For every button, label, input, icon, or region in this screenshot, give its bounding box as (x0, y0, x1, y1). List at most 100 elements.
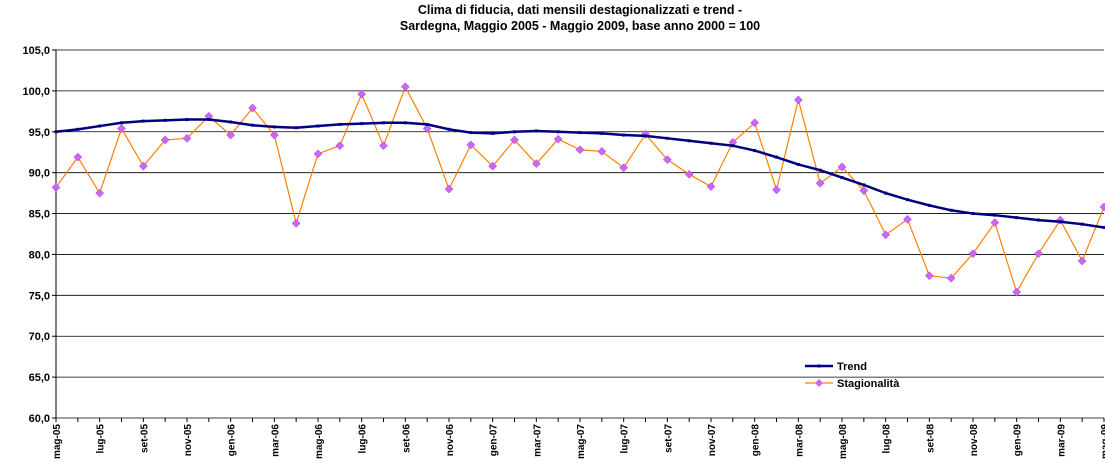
y-tick-label: 85,0 (29, 209, 50, 221)
x-tick-label: lug-05 (96, 424, 107, 454)
x-tick-label: gen-06 (227, 424, 238, 457)
marker (972, 212, 975, 215)
x-tick-label: mag-05 (52, 424, 63, 459)
x-tick-label: mar-08 (794, 424, 805, 457)
x-tick-label: set-08 (925, 424, 936, 453)
marker (98, 125, 101, 128)
marker (404, 121, 407, 124)
marker (993, 214, 996, 217)
x-tick-label: set-05 (139, 424, 150, 453)
marker (336, 142, 344, 150)
y-tick-label: 60,0 (29, 413, 50, 425)
marker (991, 219, 999, 227)
marker (292, 219, 300, 227)
marker (55, 130, 58, 133)
marker (74, 153, 82, 161)
marker (950, 209, 953, 212)
y-tick-label: 75,0 (29, 290, 50, 302)
marker (338, 123, 341, 126)
marker (1013, 288, 1021, 296)
marker (76, 128, 79, 131)
y-tick-label: 80,0 (29, 249, 50, 261)
marker (513, 130, 516, 133)
marker (360, 122, 363, 125)
x-tick-label: lug-08 (882, 424, 893, 454)
marker (928, 204, 931, 207)
marker (448, 128, 451, 131)
x-tick-label: mar-07 (532, 424, 543, 457)
marker (600, 132, 603, 135)
marker (491, 132, 494, 135)
marker (251, 124, 254, 127)
x-tick-label: mar-06 (270, 424, 281, 457)
x-tick-label: nov-07 (707, 424, 718, 457)
marker (707, 183, 715, 191)
y-tick-label: 95,0 (29, 127, 50, 139)
marker (1059, 220, 1062, 223)
marker (557, 130, 560, 133)
legend-label: Stagionalità (837, 378, 900, 390)
marker (622, 134, 625, 137)
chart-title: Sardegna, Maggio 2005 - Maggio 2009, bas… (400, 19, 760, 33)
marker (906, 198, 909, 201)
marker (882, 231, 890, 239)
marker (314, 150, 322, 158)
marker (164, 119, 167, 122)
marker (1078, 257, 1086, 265)
x-tick-label: nov-08 (969, 424, 980, 457)
marker (1035, 250, 1043, 258)
marker (775, 156, 778, 159)
marker (52, 183, 60, 191)
marker (186, 118, 189, 121)
legend-label: Trend (837, 361, 867, 373)
marker (142, 120, 145, 123)
marker (753, 149, 756, 152)
y-tick-label: 90,0 (29, 168, 50, 180)
x-tick-label: mag-07 (576, 424, 587, 459)
y-tick-label: 100,0 (22, 86, 50, 98)
marker (382, 121, 385, 124)
marker (841, 176, 844, 179)
marker (1015, 216, 1018, 219)
series-line (56, 120, 1104, 228)
marker (904, 215, 912, 223)
legend-marker (815, 379, 823, 387)
marker (731, 144, 734, 147)
marker (925, 272, 933, 280)
marker (1100, 203, 1105, 211)
marker (96, 189, 104, 197)
marker (426, 123, 429, 126)
marker (688, 139, 691, 142)
marker (862, 183, 865, 186)
marker (576, 146, 584, 154)
x-tick-label: gen-07 (489, 424, 500, 457)
marker (469, 131, 472, 134)
marker (120, 121, 123, 124)
marker (401, 83, 409, 91)
marker (579, 131, 582, 134)
marker (118, 125, 126, 133)
x-tick-label: lug-06 (358, 424, 369, 454)
marker (797, 163, 800, 166)
x-tick-label: gen-08 (751, 424, 762, 457)
x-tick-label: mag-06 (314, 424, 325, 459)
marker (380, 142, 388, 150)
x-tick-label: mag-08 (838, 424, 849, 459)
marker (1081, 223, 1084, 226)
marker (794, 96, 802, 104)
x-tick-label: mar-09 (1056, 424, 1067, 457)
marker (666, 137, 669, 140)
x-tick-label: mag-09 (1100, 424, 1105, 459)
x-tick-label: set-07 (663, 424, 674, 453)
x-tick-label: lug-07 (620, 424, 631, 454)
marker (535, 129, 538, 132)
marker (273, 125, 276, 128)
y-tick-label: 70,0 (29, 331, 50, 343)
marker (884, 192, 887, 195)
x-tick-label: nov-06 (445, 424, 456, 457)
marker (317, 125, 320, 128)
marker (1037, 219, 1040, 222)
marker (207, 118, 210, 121)
marker (358, 90, 366, 98)
